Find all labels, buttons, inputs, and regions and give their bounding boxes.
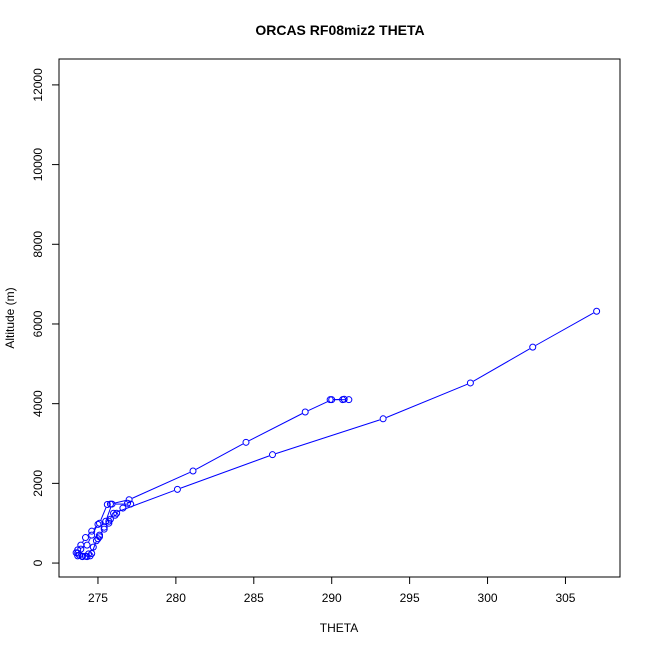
data-point [173, 485, 181, 493]
series-line-segment [535, 312, 594, 346]
data-point [379, 415, 387, 423]
series-line-segment [88, 538, 91, 543]
x-tick-label: 305 [555, 591, 575, 605]
x-tick-label: 285 [244, 591, 264, 605]
data-point [124, 499, 132, 507]
data-point [88, 531, 96, 539]
data-point [466, 379, 474, 387]
data-point [78, 553, 86, 561]
x-tick-label: 300 [478, 591, 498, 605]
data-series [326, 395, 353, 404]
data-point [96, 519, 104, 527]
y-tick-label: 2000 [31, 470, 45, 497]
y-tick-label: 0 [31, 559, 45, 566]
x-tick-label: 295 [400, 591, 420, 605]
data-point [81, 534, 89, 542]
data-point [242, 438, 250, 446]
x-tick-label: 290 [322, 591, 342, 605]
series-line-segment [116, 490, 175, 513]
data-point [108, 500, 116, 508]
data-point [106, 515, 114, 523]
y-axis: 0 2000 4000 6000 8000 10000 12000 [31, 68, 60, 566]
data-point [88, 549, 96, 557]
y-tick-label: 4000 [31, 390, 45, 417]
y-axis-label: Altitude (m) [3, 287, 17, 348]
series-line-segment [132, 471, 191, 499]
data-point [326, 396, 334, 404]
series-line-segment [106, 507, 112, 519]
data-point [100, 523, 108, 531]
y-tick-label: 6000 [31, 310, 45, 337]
series-line-segment [180, 455, 270, 489]
data-point [119, 504, 127, 512]
plot-frame [58, 58, 621, 578]
data-point [110, 509, 118, 517]
series-line-segment [473, 348, 530, 382]
y-tick-label: 12000 [31, 68, 45, 102]
data-point [103, 500, 111, 508]
data-point [105, 517, 113, 525]
data-point [340, 395, 348, 403]
data-point [189, 467, 197, 475]
data-point [88, 527, 96, 535]
x-axis: 275 280 285 290 295 300 305 [88, 576, 576, 605]
series-line-segment [93, 525, 98, 530]
data-point [111, 511, 119, 519]
data-point [125, 496, 133, 504]
series-line-segment [100, 507, 107, 521]
data-point [345, 396, 353, 404]
data-point [127, 500, 135, 508]
series-line-segment [386, 383, 468, 418]
data-series [72, 307, 601, 561]
data-point [301, 408, 309, 416]
data-point [89, 543, 97, 551]
series-line-segment [82, 540, 85, 543]
data-point [83, 541, 91, 549]
x-tick-label: 280 [166, 591, 186, 605]
data-point [96, 533, 104, 541]
y-tick-label: 8000 [31, 231, 45, 258]
x-axis-label: THETA [320, 621, 358, 635]
series-line-segment [248, 413, 303, 442]
data-point [529, 343, 537, 351]
data-point [94, 520, 102, 528]
data-point [593, 307, 601, 315]
series-line-segment [308, 400, 329, 412]
data-point [113, 509, 121, 517]
data-point [81, 552, 89, 560]
series-line-segment [92, 543, 96, 551]
chart-title: ORCAS RF08miz2 THETA [255, 22, 424, 38]
x-tick-label: 275 [88, 591, 108, 605]
series-layer [72, 307, 601, 561]
series-line-segment [113, 500, 126, 504]
data-point [94, 535, 102, 543]
y-tick-label: 10000 [31, 148, 45, 182]
data-point [100, 525, 108, 533]
series-line-segment [275, 419, 380, 455]
data-point [268, 451, 276, 459]
series-line-segment [195, 443, 244, 470]
data-point [74, 549, 82, 557]
